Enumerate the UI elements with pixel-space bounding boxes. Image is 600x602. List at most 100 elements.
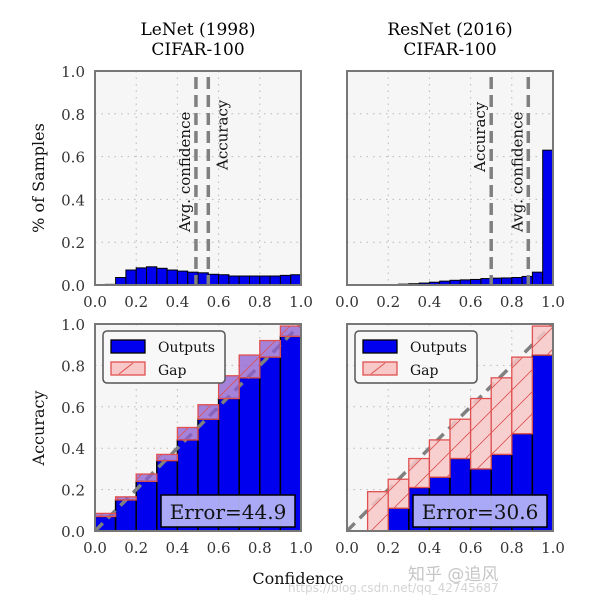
y-tick-label: 0.4 xyxy=(61,440,85,458)
histogram-bar xyxy=(156,267,168,286)
histogram-bar xyxy=(228,275,240,286)
histogram-bar xyxy=(501,277,513,286)
y-tick-label: 0.0 xyxy=(61,277,85,295)
x-tick-label: 0.2 xyxy=(124,539,148,557)
histogram-bar xyxy=(238,275,250,286)
x-tick-label: 1.0 xyxy=(541,293,565,311)
y-tick-label: 0.4 xyxy=(61,191,85,209)
x-tick-label: 0.8 xyxy=(500,293,524,311)
gap-hatch xyxy=(156,454,178,461)
x-tick-label: 0.8 xyxy=(500,539,524,557)
histogram-bar xyxy=(146,266,158,286)
legend-swatch-outputs xyxy=(110,339,146,354)
x-tick-label: 0.0 xyxy=(335,539,359,557)
error-annotation-box xyxy=(160,494,296,528)
gap-hatch xyxy=(136,474,157,482)
label-accuracy: Accuracy xyxy=(213,99,231,171)
gap-hatch xyxy=(177,427,198,440)
y-tick-label: 0.6 xyxy=(61,149,85,167)
panel-title: CIFAR-100 xyxy=(403,40,496,60)
legend-label-outputs: Outputs xyxy=(410,340,467,356)
panel-top-left: Avg. confidence Accuracy 0.0 0.2 0.4 0.6 0.8 1.… xyxy=(61,20,313,311)
gap-hatch xyxy=(95,513,116,517)
y-tick-label: 1.0 xyxy=(61,63,85,81)
error-annotation: Error=44.9 xyxy=(170,500,287,524)
y-tick-label: 0.6 xyxy=(61,399,85,417)
x-tick-label: 0.4 xyxy=(165,293,189,311)
watermark-zhihu: 知乎 @追风 xyxy=(408,565,499,585)
x-axis-label-confidence: Confidence xyxy=(252,569,343,588)
outputs-bar xyxy=(114,499,137,532)
gap-hatch xyxy=(532,326,553,356)
y-tick-label: 0.8 xyxy=(61,357,85,375)
legend-swatch-gap xyxy=(110,361,146,376)
x-tick-label: 1.0 xyxy=(289,539,313,557)
x-tick-label: 0.2 xyxy=(376,293,400,311)
x-tick-label: 0.6 xyxy=(207,539,231,557)
y-tick-label: 0.2 xyxy=(61,482,85,500)
x-tick-label: 0.0 xyxy=(83,539,107,557)
label-avg-confidence: Avg. confidence xyxy=(176,112,194,233)
legend-swatch-gap xyxy=(362,361,398,376)
gap-hatch xyxy=(239,355,260,378)
histogram-bar xyxy=(531,271,544,286)
histogram-bar xyxy=(259,275,271,286)
histogram-bar xyxy=(290,274,302,286)
panel-title: LeNet (1998) xyxy=(140,20,255,40)
axes-background xyxy=(347,71,553,285)
error-annotation: Error=30.6 xyxy=(422,500,539,524)
y-tick-label: 0.8 xyxy=(61,106,85,124)
x-tick-label: 0.0 xyxy=(335,293,359,311)
axes-frame xyxy=(94,70,302,286)
gap-hatch xyxy=(511,357,533,434)
legend-swatch-hatch xyxy=(370,362,386,375)
histogram-bar xyxy=(125,269,137,286)
legend-swatch-outputs xyxy=(362,339,398,354)
y-axis-label-accuracy: Accuracy xyxy=(29,391,48,467)
histogram-bar xyxy=(218,274,230,286)
histogram-bar xyxy=(542,149,554,286)
x-tick-label: 0.6 xyxy=(207,293,231,311)
y-tick-label: 0.0 xyxy=(61,523,85,541)
axes-frame xyxy=(94,323,302,532)
histogram-bar xyxy=(279,274,292,286)
gap-hatch xyxy=(259,340,281,358)
legend-label-outputs: Outputs xyxy=(158,340,215,356)
axes-frame xyxy=(346,323,554,532)
histogram-bar xyxy=(511,277,523,286)
gap-hatch xyxy=(198,404,219,420)
histogram-bar xyxy=(135,267,147,286)
gap-hatch xyxy=(491,377,512,455)
y-axis-label-samples: % of Samples xyxy=(29,123,48,233)
x-tick-label: 0.6 xyxy=(459,293,483,311)
panel-bottom-right: Outputs Gap Error=30.6 0.0 0.2 0.4 0.6 0.8 1.0 xyxy=(335,322,565,557)
gap-hatch xyxy=(408,458,430,488)
outputs-bar xyxy=(387,507,410,532)
x-tick-label: 0.0 xyxy=(83,293,107,311)
x-tick-label: 0.6 xyxy=(459,539,483,557)
gap-hatch xyxy=(280,326,301,337)
x-tick-label: 0.4 xyxy=(417,539,441,557)
panel-title: CIFAR-100 xyxy=(151,40,244,60)
gap-hatch xyxy=(429,439,450,478)
histogram-bar xyxy=(249,275,261,286)
x-tick-label: 0.2 xyxy=(124,293,148,311)
legend-label-gap: Gap xyxy=(158,363,187,379)
x-tick-label: 0.8 xyxy=(248,539,272,557)
watermark-url: https://blog.csdn.net/qq_42745687 xyxy=(288,581,499,595)
histogram-bar xyxy=(176,270,189,286)
x-tick-label: 0.2 xyxy=(376,539,400,557)
gap-hatch xyxy=(470,398,492,469)
y-tick-label: 1.0 xyxy=(61,316,85,334)
x-tick-label: 0.4 xyxy=(165,539,189,557)
y-tick-label: 0.2 xyxy=(61,234,85,252)
label-avg-confidence: Avg. confidence xyxy=(508,112,526,233)
x-tick-label: 1.0 xyxy=(289,293,313,311)
histogram-bar xyxy=(115,277,127,286)
gap-hatch xyxy=(115,496,137,500)
label-accuracy: Accuracy xyxy=(471,101,489,173)
x-tick-label: 1.0 xyxy=(541,539,565,557)
legend-label-gap: Gap xyxy=(410,363,439,379)
gap-hatch xyxy=(450,419,471,459)
